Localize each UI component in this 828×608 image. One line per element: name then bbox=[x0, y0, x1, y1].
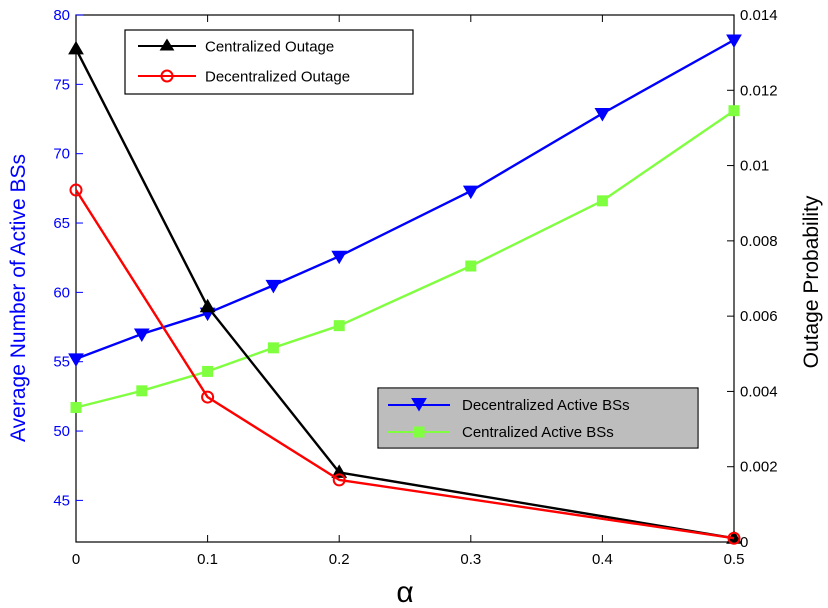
y-right-axis-title: Outage Probability bbox=[800, 195, 823, 368]
x-tick-label: 0.5 bbox=[724, 551, 745, 568]
data-point-decentralized-outage bbox=[69, 183, 83, 197]
data-point-centralized-active-bss bbox=[333, 320, 345, 332]
series-line-decentralized-active-bss bbox=[75, 38, 735, 361]
data-point-decentralized-active-bss bbox=[68, 353, 84, 367]
series-line-centralized-active-bss bbox=[75, 109, 735, 409]
x-axis-title: α bbox=[396, 576, 413, 608]
series-line-centralized-outage bbox=[74, 48, 735, 540]
x-tick-label: 0.1 bbox=[197, 551, 218, 568]
data-point-centralized-outage bbox=[68, 40, 84, 55]
data-point-decentralized-active-bss bbox=[265, 279, 282, 294]
data-point-decentralized-active-bss bbox=[331, 250, 348, 265]
y-left-tick-label: 50 bbox=[53, 423, 70, 440]
y-right-tick-label: 0.002 bbox=[740, 459, 778, 476]
legend-marker-centralized-outage bbox=[159, 38, 175, 51]
data-point-decentralized-active-bss bbox=[133, 328, 150, 342]
plot-frame bbox=[75, 14, 735, 543]
data-point-centralized-active-bss bbox=[728, 105, 740, 117]
y-left-tick-label: 55 bbox=[53, 354, 70, 371]
data-point-centralized-outage bbox=[199, 298, 216, 313]
data-point-decentralized-active-bss bbox=[726, 34, 742, 48]
y-left-axis-title: Average Number of Active BSs bbox=[7, 154, 30, 442]
plot-layer: 0 0.1 0.2 0.3 0.4 0.5 45 50 55 60 65 70 75 80 0 0.002 0.… bbox=[53, 7, 777, 568]
y-right-tick-label: 0.014 bbox=[740, 7, 778, 24]
legend-label-centralized-active: Centralized Active BSs bbox=[462, 424, 614, 441]
data-point-decentralized-outage bbox=[332, 473, 346, 487]
legend-active-bss-highlight bbox=[379, 389, 697, 447]
legend-marker-decentralized-outage bbox=[160, 69, 174, 83]
x-tick-label: 0.4 bbox=[592, 551, 613, 568]
series-line-decentralized-outage bbox=[74, 189, 735, 540]
legend-marker-decentralized-active bbox=[411, 398, 427, 412]
x-tick-label: 0.2 bbox=[329, 551, 350, 568]
data-point-decentralized-outage bbox=[201, 390, 215, 404]
legend-label-decentralized-outage: Decentralized Outage bbox=[205, 69, 350, 86]
legend-label-decentralized-active: Decentralized Active BSs bbox=[462, 397, 630, 414]
data-point-centralized-outage bbox=[331, 464, 348, 478]
data-point-centralized-active-bss bbox=[136, 385, 148, 397]
y-right-tick-label: 0 bbox=[740, 534, 748, 551]
data-point-centralized-active-bss bbox=[465, 260, 477, 272]
y-right-tick-label: 0.012 bbox=[740, 82, 778, 99]
data-point-centralized-active-bss bbox=[70, 401, 82, 413]
y-right-tick-label: 0.01 bbox=[740, 158, 769, 175]
data-point-centralized-active-bss bbox=[202, 365, 214, 377]
legend-label-centralized-outage: Centralized Outage bbox=[205, 39, 334, 56]
y-left-tick-label: 65 bbox=[53, 215, 70, 232]
data-point-decentralized-active-bss bbox=[462, 185, 479, 200]
legend-active-bss: Decentralized Active BSs Centralized Act… bbox=[377, 387, 699, 449]
y-left-tick-label: 45 bbox=[53, 492, 70, 509]
y-right-tick-label: 0.006 bbox=[740, 308, 778, 325]
data-point-centralized-active-bss bbox=[267, 342, 279, 354]
y-left-tick-label: 70 bbox=[53, 146, 70, 163]
y-left-tick-label: 75 bbox=[53, 76, 70, 93]
legend-outage: Centralized Outage Decentralized Outage bbox=[124, 29, 414, 95]
x-tick-label: 0 bbox=[72, 551, 80, 568]
data-point-decentralized-active-bss bbox=[594, 107, 611, 122]
y-right-tick-label: 0.004 bbox=[740, 383, 778, 400]
legend-marker-centralized-active bbox=[413, 426, 425, 438]
data-point-centralized-active-bss bbox=[596, 195, 608, 207]
data-point-decentralized-outage bbox=[727, 531, 741, 545]
y-left-tick-label: 60 bbox=[53, 284, 70, 301]
y-left-tick-label: 80 bbox=[53, 7, 70, 24]
legend-outage-box bbox=[124, 29, 414, 95]
x-tick-label: 0.3 bbox=[460, 551, 481, 568]
y-right-tick-label: 0.008 bbox=[740, 233, 778, 250]
